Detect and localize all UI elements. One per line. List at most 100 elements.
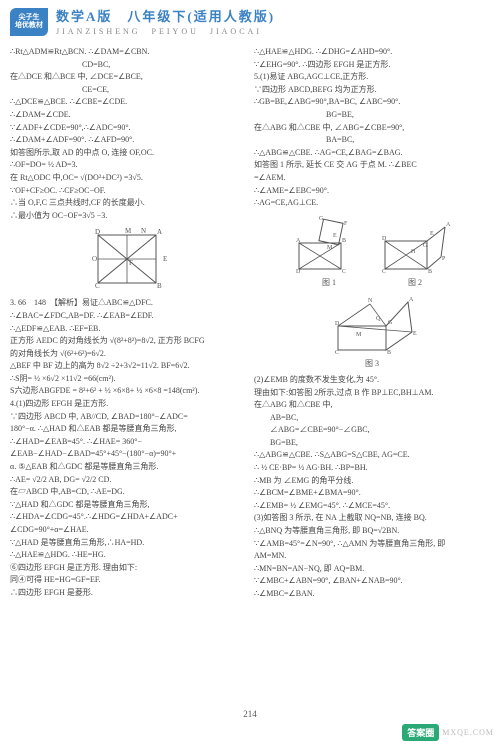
text-line: ∵∠EHG=90°. ∴四边形 EFGH 是正方形. bbox=[254, 59, 490, 71]
svg-text:E: E bbox=[413, 331, 417, 337]
left-text-block-2: 3. 66 148 【解析】易证△ABC≌△DFC.∴∠BAC=∠FDC,AB=… bbox=[10, 297, 246, 598]
svg-text:D: D bbox=[296, 269, 301, 275]
svg-text:C: C bbox=[335, 350, 339, 356]
text-line: BA=BC, bbox=[254, 134, 490, 146]
svg-text:D: D bbox=[95, 228, 100, 236]
text-line: 正方形 AEDC 的对角线长为 √(8²+8²)=8√2, 正方形 BCFG bbox=[10, 335, 246, 347]
watermark: 答案圈 MXQE.COM bbox=[402, 724, 494, 741]
text-line: BG=BE, bbox=[254, 437, 490, 449]
text-line: ∴MN=BN=AN−NQ, 即 AQ=BM. bbox=[254, 563, 490, 575]
text-line: ∴△EDF≌△EAB. ∴EF=EB. bbox=[10, 323, 246, 335]
svg-text:A: A bbox=[446, 222, 451, 228]
text-line: (2)∠EMB 的度数不发生变化,为 45°. bbox=[254, 374, 490, 386]
text-line: 在▱ABCD 中,AB=CD, ∴AE=DG. bbox=[10, 486, 246, 498]
text-line: ∴当 O,F,C 三点共线时,CF 的长度最小. bbox=[10, 197, 246, 209]
text-line: ∴∠EMB= ½ ∠EMG=45°. ∴∠MCE=45°. bbox=[254, 500, 490, 512]
logo-line2: 培优教材 bbox=[15, 22, 43, 30]
content-columns: ∴Rt△ADM≌Rt△BCN. ∴∠DAM=∠CBN. CD=BC,在△DCE … bbox=[0, 42, 500, 601]
fig2-label: 图 2 bbox=[408, 277, 422, 289]
svg-text:F: F bbox=[129, 259, 133, 267]
text-line: 在△ABG 和△CBE 中, bbox=[254, 399, 490, 411]
text-line: ∵∠ADF+∠CDE=90°,∴∠ADC=90°. bbox=[10, 122, 246, 134]
svg-text:F: F bbox=[344, 221, 348, 227]
text-line: 如答图所示,取 AD 的中点 O, 连接 OF,OC. bbox=[10, 147, 246, 159]
figure-row-3: N A E D C B Q G M 图 3 bbox=[254, 292, 490, 370]
text-line: ∴AG=CE,AG⊥CE. bbox=[254, 197, 490, 209]
geometry-figure-fig1: A B C D G F M E bbox=[289, 213, 369, 275]
svg-text:C: C bbox=[342, 269, 346, 275]
svg-text:H: H bbox=[411, 249, 416, 255]
text-line: ∴∠DAM=∠CDE. bbox=[10, 109, 246, 121]
svg-text:B: B bbox=[342, 238, 346, 244]
text-line: ∴S阴= ½ ×6√2 ×11√2 =66(cm²). bbox=[10, 373, 246, 385]
svg-text:G: G bbox=[388, 320, 393, 326]
svg-text:G: G bbox=[319, 216, 324, 222]
text-line: 理由如下:如答图 2所示,过点 B 作 BP⊥EC,BH⊥AM. bbox=[254, 387, 490, 399]
text-line: 如答图 1 所示, 延长 CE 交 AG 于点 M. ∴∠BEC bbox=[254, 159, 490, 171]
svg-text:A: A bbox=[157, 228, 162, 236]
text-line: ∵∠AMB=45°=∠N=90°, ∴△AMN 为等腰直角三角形, 即 bbox=[254, 538, 490, 550]
text-line: ∠CDG=90°+α=∠HAE. bbox=[10, 524, 246, 536]
svg-text:G: G bbox=[423, 243, 428, 249]
text-line: ∴ ½ CE·BP= ½ AG·BH. ∴BP=BH. bbox=[254, 462, 490, 474]
text-line: ∴∠HDA=∠CDG=45°.∴∠HDG=∠HDA+∠ADC+ bbox=[10, 511, 246, 523]
fig1-label: 图 1 bbox=[322, 277, 336, 289]
left-text-block-1: ∴Rt△ADM≌Rt△BCN. ∴∠DAM=∠CBN. CD=BC,在△DCE … bbox=[10, 46, 246, 221]
text-line: ∴∠MBC=∠BAN. bbox=[254, 588, 490, 600]
svg-text:Q: Q bbox=[376, 316, 381, 322]
left-column: ∴Rt△ADM≌Rt△BCN. ∴∠DAM=∠CBN. CD=BC,在△DCE … bbox=[10, 46, 246, 601]
svg-text:N: N bbox=[368, 298, 373, 304]
geometry-figure-1: D A C B M N O F E bbox=[83, 225, 173, 293]
right-text-block-2: (2)∠EMB 的度数不发生变化,为 45°.理由如下:如答图 2所示,过点 B… bbox=[254, 374, 490, 600]
text-line: ∠ABG=∠CBE=90°−∠GBC, bbox=[254, 424, 490, 436]
text-line: 在 Rt△ODC 中,OC= √(DO²+DC²) =3√5. bbox=[10, 172, 246, 184]
figure-2: A D C B P H G E 图 2 bbox=[375, 213, 455, 289]
text-line: 在△DCE 和△BCE 中, ∠DCE=∠BCE, bbox=[10, 71, 246, 83]
svg-text:C: C bbox=[382, 269, 386, 275]
svg-text:M: M bbox=[125, 227, 132, 235]
text-line: 3. 66 148 【解析】易证△ABC≌△DFC. bbox=[10, 297, 246, 309]
text-line: ∵△HAD 和△GDC 都是等腰直角三角形, bbox=[10, 499, 246, 511]
text-line: S六边形ABGFDE = 8²+6² + ½ ×6×8+ ½ ×6×8 =148… bbox=[10, 385, 246, 397]
watermark-badge: 答案圈 bbox=[402, 724, 439, 741]
title-sub: JIANZISHENG PEIYOU JIAOCAI bbox=[56, 26, 275, 37]
text-line: ∴∠HAD=∠EAB=45°. ∴∠HAE= 360°− bbox=[10, 436, 246, 448]
text-line: ∠EAB−∠HAD−∠BAD=45°+45°−(180°−α)=90°+ bbox=[10, 448, 246, 460]
page-header: 尖子生 培优教材 数学A版 八年级下(适用人教版) JIANZISHENG PE… bbox=[0, 0, 500, 42]
text-line: 在△ABG 和△CBE 中, ∠ABG=∠CBE=90°, bbox=[254, 122, 490, 134]
brand-logo: 尖子生 培优教材 bbox=[10, 8, 48, 36]
text-line: 5.(1)易证 ABG,AGC⊥CE,正方形. bbox=[254, 71, 490, 83]
text-line: ∴Rt△ADM≌Rt△BCN. ∴∠DAM=∠CBN. bbox=[10, 46, 246, 58]
text-line: AM=MN. bbox=[254, 550, 490, 562]
geometry-figure-fig3: N A E D C B Q G M bbox=[326, 292, 418, 356]
text-line: 180°−α. ∴△HAD 和△EAB 都是等腰直角三角形, bbox=[10, 423, 246, 435]
text-line: ∵∠MBC+∠ABN=90°, ∠BAN+∠NAB=90°. bbox=[254, 575, 490, 587]
text-line: △BEF 中 BF 边上的高为 8√2 ÷2+3√2=11√2. BF=6√2. bbox=[10, 360, 246, 372]
text-line: ∵四边形 ABCD,BEFG 均为正方形. bbox=[254, 84, 490, 96]
svg-text:A: A bbox=[409, 297, 414, 303]
svg-text:M: M bbox=[327, 245, 333, 251]
geometry-figure-fig2: A D C B P H G E bbox=[375, 213, 455, 275]
text-line: (3)如答图 3 所示, 在 NA 上截取 NQ=NB, 连接 BQ. bbox=[254, 512, 490, 524]
text-line: ∴最小值为 OC−OF=3√5 −3. bbox=[10, 210, 246, 222]
title-block: 数学A版 八年级下(适用人教版) JIANZISHENG PEIYOU JIAO… bbox=[56, 6, 275, 37]
svg-text:E: E bbox=[163, 255, 167, 263]
text-line: ∴AE= √2/2 AB, DG= √2/2 CD. bbox=[10, 474, 246, 486]
text-line: ⑥四边形 EFGH 是正方形. 理由如下: bbox=[10, 562, 246, 574]
text-line: CE=CE, bbox=[10, 84, 246, 96]
fig3-label: 图 3 bbox=[365, 358, 379, 370]
text-line: ∴△HAE≌△HDG. ∴HE=HG. bbox=[10, 549, 246, 561]
svg-text:B: B bbox=[428, 269, 432, 275]
svg-text:P: P bbox=[442, 256, 446, 262]
text-line: ∴∠BCM=∠BME+∠BMA=90°. bbox=[254, 487, 490, 499]
right-column: ∴△HAE≌△HDG. ∴∠DHG=∠AHD=90°.∵∠EHG=90°. ∴四… bbox=[254, 46, 490, 601]
text-line: AB=BC, bbox=[254, 412, 490, 424]
text-line: ∴GB=BE,∠ABG=90°,BA=BC, ∠ABC=90°. bbox=[254, 96, 490, 108]
text-line: ∵四边形 ABCD 中, AB//CD, ∠BAD=180°−∠ADC= bbox=[10, 411, 246, 423]
text-line: =∠AEM. bbox=[254, 172, 490, 184]
text-line: BG=BE, bbox=[254, 109, 490, 121]
text-line: ∴△DCE≌△BCE. ∴∠CBE=∠CDE. bbox=[10, 96, 246, 108]
text-line: ∵△HAD 是等腰直角三角形,∴HA=HD. bbox=[10, 537, 246, 549]
svg-text:O: O bbox=[92, 255, 97, 263]
text-line: CD=BC, bbox=[10, 59, 246, 71]
